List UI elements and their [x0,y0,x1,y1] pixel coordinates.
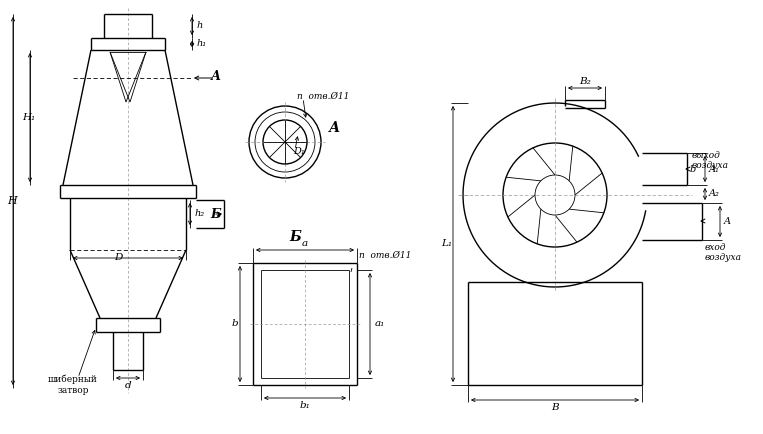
Text: n  отв.Ø11: n отв.Ø11 [297,92,349,101]
Text: A₁: A₁ [709,164,720,174]
Text: B₂: B₂ [579,76,591,85]
Text: D: D [114,253,122,263]
Text: b: b [690,164,697,174]
Text: А: А [329,121,340,135]
Text: Б: Б [289,230,301,244]
Text: А: А [211,69,221,82]
Text: A₂: A₂ [709,190,720,198]
Text: h₂: h₂ [195,210,205,218]
Text: D₁: D₁ [293,148,304,157]
Text: A: A [724,217,731,226]
Text: вход
воздуха: вход воздуха [705,243,742,263]
Text: выход
воздуха: выход воздуха [692,151,729,171]
Text: b₁: b₁ [300,401,311,410]
Text: a₁: a₁ [375,319,385,329]
Text: B: B [551,404,559,412]
Text: a: a [302,240,308,249]
Text: L₁: L₁ [442,240,452,249]
Text: d: d [124,381,131,391]
Text: n  отв.Ø11: n отв.Ø11 [359,250,411,260]
Text: b: b [232,319,238,329]
Text: Б: Б [211,207,221,220]
Text: h: h [197,22,203,30]
Text: H: H [7,196,17,206]
Text: H₁: H₁ [22,112,36,122]
Text: шиберный
затвор: шиберный затвор [48,375,98,395]
Text: h₁: h₁ [197,39,207,49]
